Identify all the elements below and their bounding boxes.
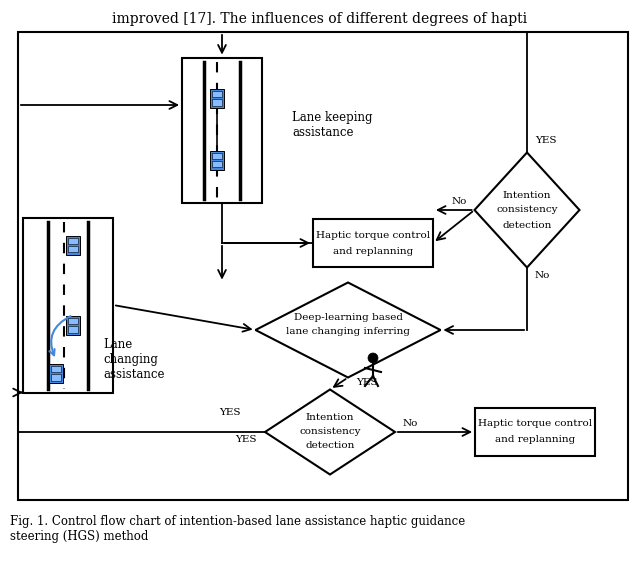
Bar: [49, 364, 63, 383]
Bar: [212, 90, 222, 97]
Text: detection: detection: [502, 221, 552, 229]
Bar: [475, 408, 595, 456]
Circle shape: [368, 353, 378, 363]
Bar: [18, 32, 628, 500]
Bar: [23, 218, 113, 393]
Text: Lane
changing
assistance: Lane changing assistance: [103, 339, 164, 382]
Text: Lane keeping
assistance: Lane keeping assistance: [292, 111, 372, 139]
Bar: [66, 316, 80, 335]
Text: Haptic torque control: Haptic torque control: [316, 230, 430, 240]
Text: YES: YES: [356, 378, 378, 387]
Text: Intention: Intention: [503, 190, 551, 200]
Polygon shape: [474, 152, 579, 267]
Bar: [313, 219, 433, 267]
Text: Deep-learning based: Deep-learning based: [294, 313, 403, 323]
Text: consistency: consistency: [300, 427, 361, 437]
Bar: [51, 374, 61, 380]
Text: YES: YES: [535, 136, 557, 145]
Bar: [210, 151, 224, 170]
Text: YES: YES: [236, 435, 257, 445]
Bar: [182, 57, 262, 203]
Bar: [68, 317, 78, 324]
Bar: [68, 246, 78, 252]
Polygon shape: [255, 283, 440, 378]
Bar: [212, 152, 222, 159]
Polygon shape: [265, 390, 395, 475]
Bar: [66, 236, 80, 255]
Bar: [212, 161, 222, 167]
Text: Fig. 1. Control flow chart of intention-based lane assistance haptic guidance
st: Fig. 1. Control flow chart of intention-…: [10, 515, 465, 543]
Text: No: No: [535, 271, 550, 280]
Text: YES: YES: [220, 408, 241, 417]
Text: Haptic torque control: Haptic torque control: [478, 420, 592, 428]
Text: No: No: [403, 420, 419, 428]
Text: consistency: consistency: [496, 206, 557, 214]
Text: improved [17]. The influences of different degrees of hapti: improved [17]. The influences of differe…: [113, 12, 527, 26]
Bar: [210, 89, 224, 108]
Bar: [68, 237, 78, 244]
Text: and replanning: and replanning: [495, 435, 575, 445]
Bar: [51, 365, 61, 372]
Text: detection: detection: [305, 442, 355, 450]
Bar: [212, 99, 222, 105]
Bar: [68, 326, 78, 332]
Text: lane changing inferring: lane changing inferring: [286, 328, 410, 336]
Text: No: No: [451, 197, 467, 207]
Text: and replanning: and replanning: [333, 247, 413, 255]
Text: Intention: Intention: [306, 413, 355, 423]
